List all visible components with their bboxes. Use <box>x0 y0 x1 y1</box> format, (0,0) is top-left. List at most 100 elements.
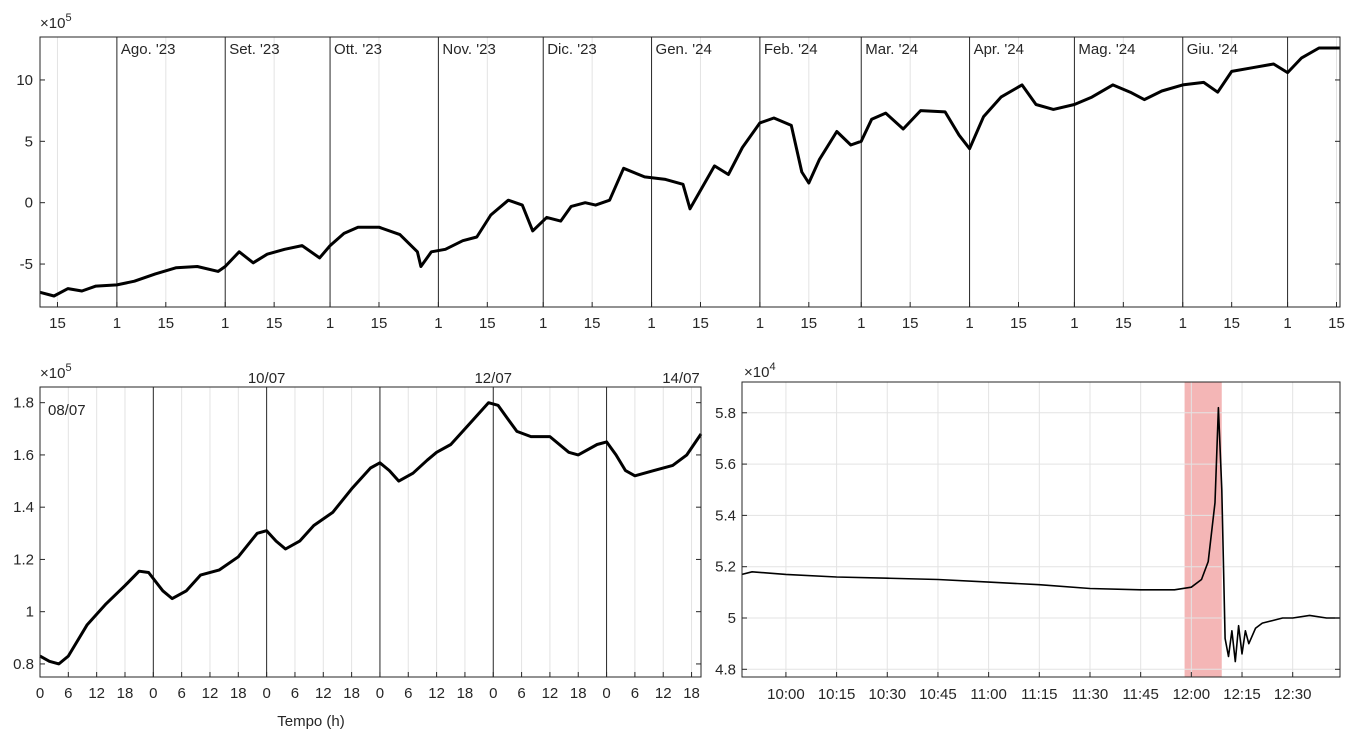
series-line <box>39 46 1340 298</box>
y-tick-label: 10 <box>16 72 33 89</box>
top-series-layer <box>39 46 1340 298</box>
y-tick-label: -5 <box>20 256 33 273</box>
x-tick-label: 10:30 <box>869 686 907 703</box>
bottom-left-series-layer <box>39 401 703 666</box>
day-label: 08/07 <box>48 402 86 419</box>
top-exponent-label: ×105 <box>40 12 72 32</box>
x-tick-label: 12 <box>202 685 219 702</box>
x-tick-label: 11:15 <box>1021 686 1057 703</box>
top-x-axis: 15 1 15 1 15 1 15 1 15 1 15 1 15 1 15 1 15 1 15 1 15 1 15 1 15 <box>49 302 1345 332</box>
bottom-left-x-axis-title: Tempo (h) <box>277 713 345 730</box>
series-line <box>39 401 703 666</box>
bottom-right-y-axis: 4.8 5 5.2 5.4 5.6 5.8 <box>715 405 1340 678</box>
x-tick-label: 0 <box>36 685 44 702</box>
month-label: Nov. '23 <box>442 41 495 58</box>
bottom-right-series-layer <box>741 406 1340 663</box>
y-tick-label: 5.6 <box>715 456 736 473</box>
month-label: Giu. '24 <box>1187 41 1238 58</box>
x-tick-label: 12 <box>655 685 672 702</box>
x-tick-label: 18 <box>343 685 360 702</box>
x-tick-label: 15 <box>1328 315 1345 332</box>
x-tick-label: 6 <box>404 685 412 702</box>
x-tick-label: 6 <box>177 685 185 702</box>
bottom-left-exponent-label: ×105 <box>40 362 72 382</box>
bottom-right-grid <box>742 382 1340 677</box>
top-plot-frame <box>39 36 1341 308</box>
top-grid <box>56 37 1338 307</box>
x-tick-label: 1 <box>434 315 442 332</box>
month-label: Feb. '24 <box>764 41 818 58</box>
bottom-right-plot-frame <box>741 381 1341 678</box>
x-tick-label: 0 <box>489 685 497 702</box>
bottom-left-plot-background <box>40 387 701 677</box>
x-tick-label: 0 <box>602 685 610 702</box>
y-tick-label: 5 <box>728 610 736 627</box>
x-tick-label: 15 <box>902 315 919 332</box>
y-tick-label: 1 <box>26 604 34 621</box>
month-label: Set. '23 <box>229 41 279 58</box>
x-tick-label: 1 <box>857 315 865 332</box>
x-tick-label: 18 <box>230 685 247 702</box>
x-tick-label: 12 <box>88 685 105 702</box>
day-label: 14/07 <box>662 370 700 387</box>
y-tick-label: 5.2 <box>715 559 736 576</box>
x-tick-label: 6 <box>517 685 525 702</box>
x-tick-label: 15 <box>800 315 817 332</box>
month-label: Mar. '24 <box>865 41 918 58</box>
y-tick-label: 1.2 <box>13 551 34 568</box>
x-tick-label: 1 <box>1070 315 1078 332</box>
x-tick-label: 18 <box>117 685 134 702</box>
x-tick-label: 10:00 <box>767 686 805 703</box>
y-tick-label: 0 <box>25 195 33 212</box>
x-tick-label: 1 <box>1283 315 1291 332</box>
x-tick-label: 11:45 <box>1122 686 1158 703</box>
y-tick-label: 5 <box>25 133 33 150</box>
x-tick-label: 12 <box>315 685 332 702</box>
bottom-right-exponent-label: ×104 <box>744 361 776 381</box>
x-tick-label: 6 <box>291 685 299 702</box>
x-tick-label: 12:30 <box>1274 686 1312 703</box>
x-tick-label: 15 <box>479 315 496 332</box>
x-tick-label: 15 <box>157 315 174 332</box>
x-tick-label: 15 <box>371 315 388 332</box>
x-tick-label: 18 <box>457 685 474 702</box>
x-tick-label: 10:45 <box>919 686 957 703</box>
x-tick-label: 10:15 <box>818 686 856 703</box>
month-label: Apr. '24 <box>974 41 1024 58</box>
y-tick-label: 5.4 <box>715 507 736 524</box>
x-tick-label: 18 <box>570 685 587 702</box>
top-month-labels: Ago. '23 Set. '23 Ott. '23 Nov. '23 Dic. '23… <box>121 41 1238 58</box>
bottom-left-x-axis: 0 6 12 18 0 6 12 18 0 6 12 18 0 6 12 18 0 6 12 18 0 6 12 18 <box>36 672 700 702</box>
x-tick-label: 1 <box>539 315 547 332</box>
x-tick-label: 1 <box>647 315 655 332</box>
x-tick-label: 15 <box>692 315 709 332</box>
y-tick-label: 1.8 <box>13 395 34 412</box>
x-tick-label: 1 <box>1179 315 1187 332</box>
x-tick-label: 11:00 <box>970 686 1006 703</box>
x-tick-label: 1 <box>113 315 121 332</box>
series-line <box>741 406 1340 663</box>
x-tick-label: 15 <box>1115 315 1132 332</box>
bottom-right-chart-panel: 4.8 5 5.2 5.4 5.6 5.8 10:00 10:15 10:30 10:45 11:… <box>715 361 1341 703</box>
x-tick-label: 15 <box>266 315 283 332</box>
bottom-left-grid <box>39 387 693 677</box>
x-tick-label: 1 <box>756 315 764 332</box>
x-tick-label: 15 <box>49 315 66 332</box>
x-tick-label: 12 <box>428 685 445 702</box>
x-tick-label: 1 <box>221 315 229 332</box>
top-y-axis: -5 0 5 10 <box>16 72 1340 273</box>
month-label: Gen. '24 <box>656 41 712 58</box>
y-tick-label: 4.8 <box>715 661 736 678</box>
y-tick-label: 5.8 <box>715 405 736 422</box>
bottom-right-plot-background <box>742 382 1340 677</box>
y-tick-label: 1.4 <box>13 499 34 516</box>
y-tick-label: 1.6 <box>13 447 34 464</box>
month-label: Dic. '23 <box>547 41 597 58</box>
x-tick-label: 15 <box>584 315 601 332</box>
x-tick-label: 0 <box>149 685 157 702</box>
x-tick-label: 11:30 <box>1072 686 1108 703</box>
month-label: Ago. '23 <box>121 41 176 58</box>
bottom-right-x-axis: 10:00 10:15 10:30 10:45 11:00 11:15 11:30 11:45… <box>767 672 1311 703</box>
highlight-band <box>1184 382 1222 677</box>
